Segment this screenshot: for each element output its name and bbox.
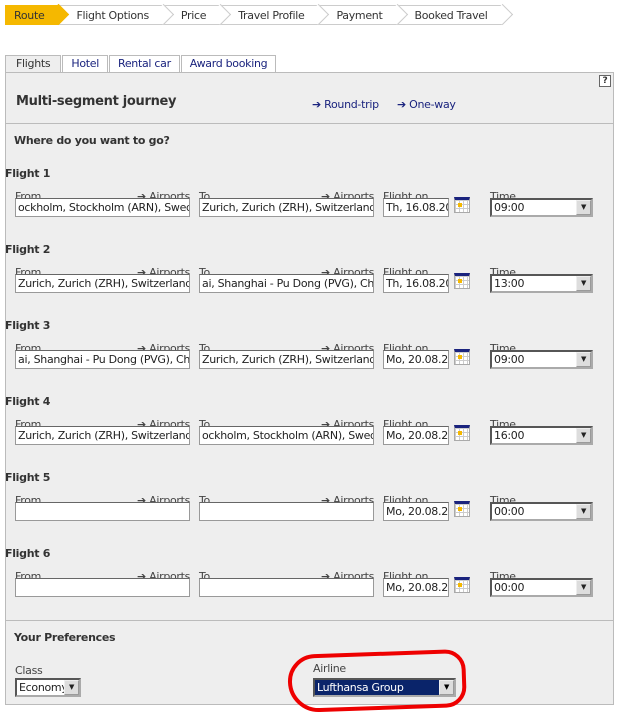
class-select[interactable]: Economy ▼ <box>15 678 81 697</box>
preferences-section: Your Preferences Class Economy ▼ Airline … <box>5 620 614 705</box>
to-label: To <box>199 570 210 583</box>
tab-rental-car[interactable]: Rental car <box>108 55 180 73</box>
chevron-down-icon: ▼ <box>576 428 591 443</box>
to-label: To <box>199 190 210 203</box>
time-select[interactable]: 00:00 ▼ <box>490 578 593 597</box>
step-price[interactable]: Price <box>162 5 221 25</box>
one-way-link[interactable]: ➔ One-way <box>397 98 456 111</box>
from-input[interactable]: ai, Shanghai - Pu Dong (PVG), China <box>15 350 190 369</box>
airline-select[interactable]: Lufthansa Group ▼ <box>313 678 456 697</box>
calendar-icon[interactable] <box>454 349 470 365</box>
airline-value: Lufthansa Group <box>317 681 404 694</box>
step-route[interactable]: Route <box>5 5 59 25</box>
chevron-down-icon: ▼ <box>576 276 591 291</box>
date-input[interactable]: Mo, 20.08.20 <box>383 426 449 445</box>
time-value: 09:00 <box>494 201 525 214</box>
tab-hotel[interactable]: Hotel <box>62 55 108 73</box>
step-payment[interactable]: Payment <box>318 5 397 25</box>
time-value: 13:00 <box>494 277 525 290</box>
chevron-down-icon: ▼ <box>64 680 79 695</box>
step-travel-profile[interactable]: Travel Profile <box>220 5 319 25</box>
date-input[interactable]: Mo, 20.08.20 <box>383 502 449 521</box>
calendar-icon[interactable] <box>454 501 470 517</box>
time-select[interactable]: 16:00 ▼ <box>490 426 593 445</box>
to-input[interactable]: ockholm, Stockholm (ARN), Sweden <box>199 426 374 445</box>
date-input[interactable]: Th, 16.08.201 <box>383 198 449 217</box>
chevron-down-icon: ▼ <box>576 352 591 367</box>
to-label: To <box>199 266 210 279</box>
date-input[interactable]: Mo, 20.08.20 <box>383 350 449 369</box>
class-label: Class <box>15 664 43 677</box>
chevron-down-icon: ▼ <box>576 580 591 595</box>
divider <box>6 123 613 124</box>
flight-segment: Flight 4 From ➔ Airports To ➔ Airports F… <box>5 395 615 465</box>
to-label: To <box>199 342 210 355</box>
to-input[interactable]: Zurich, Zurich (ZRH), Switzerland <box>199 198 374 217</box>
to-input[interactable]: Zurich, Zurich (ZRH), Switzerland <box>199 350 374 369</box>
from-input[interactable] <box>15 578 190 597</box>
flight-segment: Flight 3 From ➔ Airports To ➔ Airports F… <box>5 319 615 389</box>
to-label: To <box>199 494 210 507</box>
tab-flights[interactable]: Flights <box>5 55 62 74</box>
from-input[interactable]: Zurich, Zurich (ZRH), Switzerland <box>15 426 190 445</box>
time-select[interactable]: 13:00 ▼ <box>490 274 593 293</box>
time-select[interactable]: 00:00 ▼ <box>490 502 593 521</box>
flight-title: Flight 6 <box>5 547 51 560</box>
flight-title: Flight 2 <box>5 243 51 256</box>
preferences-heading: Your Preferences <box>14 631 116 644</box>
time-select[interactable]: 09:00 ▼ <box>490 350 593 369</box>
from-input[interactable] <box>15 502 190 521</box>
chevron-down-icon: ▼ <box>576 504 591 519</box>
section-heading: Where do you want to go? <box>14 134 170 147</box>
page-title: Multi-segment journey <box>16 94 177 109</box>
time-value: 00:00 <box>494 505 525 518</box>
time-value: 00:00 <box>494 581 525 594</box>
calendar-icon[interactable] <box>454 425 470 441</box>
time-value: 16:00 <box>494 429 525 442</box>
flight-title: Flight 4 <box>5 395 51 408</box>
chevron-down-icon: ▼ <box>576 200 591 215</box>
date-input[interactable]: Mo, 20.08.20 <box>383 578 449 597</box>
calendar-icon[interactable] <box>454 577 470 593</box>
flight-title: Flight 5 <box>5 471 51 484</box>
calendar-icon[interactable] <box>454 273 470 289</box>
flights-panel: ? Multi-segment journey ➔ Round-trip ➔ O… <box>5 72 614 621</box>
date-input[interactable]: Th, 16.08.201 <box>383 274 449 293</box>
flight-segment: Flight 2 From ➔ Airports To ➔ Airports F… <box>5 243 615 313</box>
flight-title: Flight 3 <box>5 319 51 332</box>
to-input[interactable]: ai, Shanghai - Pu Dong (PVG), China <box>199 274 374 293</box>
calendar-icon[interactable] <box>454 197 470 213</box>
from-input[interactable]: Zurich, Zurich (ZRH), Switzerland <box>15 274 190 293</box>
flight-title: Flight 1 <box>5 167 51 180</box>
tab-award-booking[interactable]: Award booking <box>180 55 277 73</box>
annotation-circle <box>287 648 467 713</box>
step-flight-options[interactable]: Flight Options <box>58 5 163 25</box>
airline-label: Airline <box>313 662 346 675</box>
round-trip-link[interactable]: ➔ Round-trip <box>312 98 379 111</box>
help-button[interactable]: ? <box>599 75 611 87</box>
from-input[interactable]: ockholm, Stockholm (ARN), Sweden <box>15 198 190 217</box>
booking-tabs: Flights Hotel Rental car Award booking <box>5 55 277 74</box>
step-booked-travel[interactable]: Booked Travel <box>396 5 502 25</box>
chevron-down-icon: ▼ <box>439 680 454 695</box>
to-input[interactable] <box>199 578 374 597</box>
flight-segment: Flight 5 From ➔ Airports To ➔ Airports F… <box>5 471 615 541</box>
class-value: Economy <box>19 681 68 694</box>
flight-segment: Flight 1 From ➔ Airports To ➔ Airports F… <box>5 167 615 237</box>
to-input[interactable] <box>199 502 374 521</box>
time-value: 09:00 <box>494 353 525 366</box>
flight-segment: Flight 6 From ➔ Airports To ➔ Airports F… <box>5 547 615 617</box>
progress-steps: Route Flight Options Price Travel Profile Pa… <box>5 5 502 25</box>
time-select[interactable]: 09:00 ▼ <box>490 198 593 217</box>
to-label: To <box>199 418 210 431</box>
